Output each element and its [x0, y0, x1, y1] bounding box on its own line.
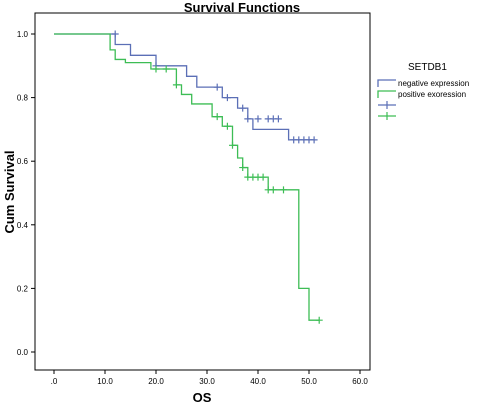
censor-mark [152, 65, 160, 73]
legend-label: negative expression [398, 79, 469, 88]
censor-mark [213, 113, 221, 121]
x-axis: .0 10.0 20.0 30.0 40.0 50.0 60.0 [51, 370, 368, 386]
chart-title: Survival Functions [184, 0, 300, 15]
x-tick-label: 50.0 [301, 377, 317, 386]
censor-mark [239, 104, 247, 112]
x-axis-label: OS [193, 390, 212, 405]
censor-mark [310, 136, 318, 144]
y-tick-label: 0.8 [17, 94, 29, 103]
x-tick-label: .0 [51, 377, 58, 386]
legend-label: positive exoression [398, 90, 466, 99]
censor-mark [223, 122, 231, 130]
y-tick-label: 1.0 [17, 30, 29, 39]
censor-mark [259, 173, 267, 181]
censor-mark [229, 141, 236, 149]
legend: SETDB1 negative expression positive exore… [377, 62, 469, 120]
x-tick-label: 60.0 [352, 377, 368, 386]
censor-mark [213, 83, 221, 91]
plot-frame [34, 12, 371, 371]
legend-title: SETDB1 [408, 62, 447, 73]
series-layer [54, 30, 323, 324]
legend-line-swatch [377, 90, 396, 98]
x-tick-label: 10.0 [97, 377, 113, 386]
legend-censor-swatch [378, 101, 396, 109]
censor-mark [269, 186, 277, 194]
legend-line-swatch [377, 79, 396, 87]
y-tick-label: 0.2 [17, 284, 29, 293]
legend-censor-swatch [378, 112, 396, 120]
y-axis-label: Cum Survival [2, 150, 17, 233]
y-axis: 0.0 0.2 0.4 0.6 0.8 1.0 [17, 30, 35, 357]
y-tick-label: 0.4 [17, 221, 29, 230]
x-tick-label: 30.0 [199, 377, 215, 386]
censor-mark [274, 115, 282, 123]
censor-mark [172, 81, 180, 89]
y-tick-label: 0.6 [17, 157, 29, 166]
x-tick-label: 40.0 [250, 377, 266, 386]
censor-mark [315, 316, 323, 324]
censor-mark [111, 30, 119, 38]
censor-mark [162, 65, 170, 73]
censor-mark [280, 186, 287, 194]
censor-mark [239, 164, 247, 172]
survival-curve-negative [54, 33, 315, 141]
y-tick-label: 0.0 [17, 348, 29, 357]
censor-mark [244, 115, 252, 123]
x-tick-label: 20.0 [148, 377, 164, 386]
censor-mark [254, 115, 262, 123]
legend-entries: negative expression positive exoression [377, 79, 469, 120]
censor-mark [223, 94, 231, 102]
